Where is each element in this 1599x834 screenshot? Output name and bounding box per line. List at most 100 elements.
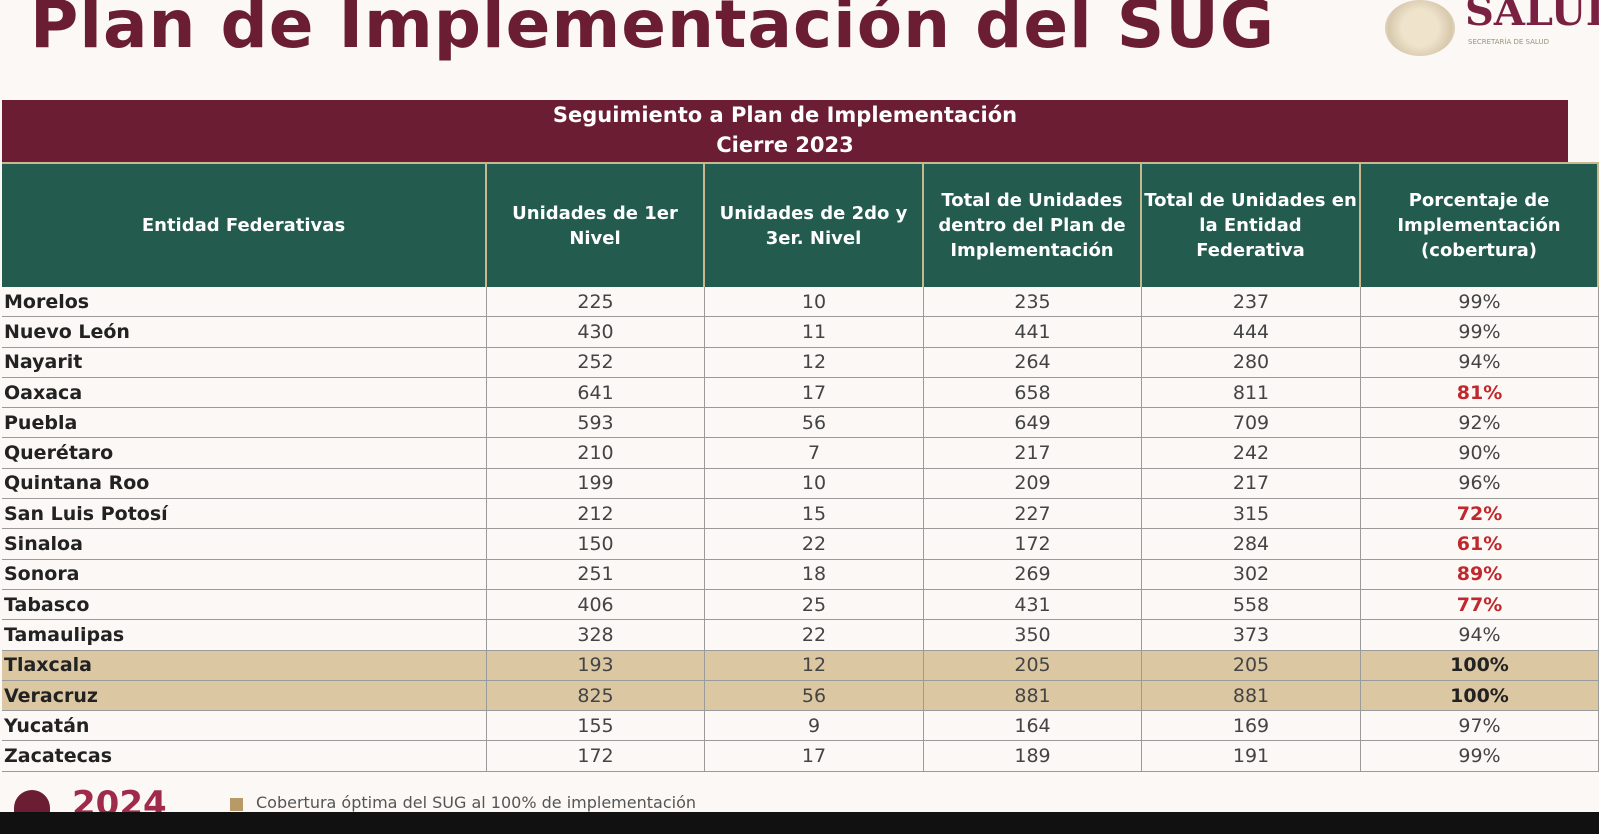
column-header: Unidades de 1er Nivel: [487, 164, 705, 287]
table-row: Nayarit 252 12 264 280 94%: [2, 347, 1599, 378]
brand-logo-text: SALUD: [1465, 0, 1599, 35]
column-header: Total de Unidades dentro del Plan de Imp…: [924, 164, 1142, 287]
table-row: Quintana Roo 199 10 209 217 96%: [2, 468, 1599, 500]
table-cell: 406: [487, 589, 705, 620]
table-cell: 9: [705, 711, 924, 741]
table-cell: 92%: [1361, 408, 1599, 438]
table-cell: 350: [924, 620, 1142, 650]
table-cell: 217: [1142, 468, 1361, 499]
state-name: Querétaro: [2, 438, 487, 468]
table-cell: 56: [705, 680, 924, 711]
table-cell: 94%: [1361, 347, 1599, 377]
banner-subtitle: Cierre 2023: [716, 133, 854, 157]
table-cell: 100%: [1361, 680, 1599, 711]
table-cell: 61%: [1361, 529, 1599, 559]
table-cell: 17: [705, 741, 924, 771]
state-name: Morelos: [2, 287, 487, 317]
table-row: Sinaloa 150 22 172 284 61%: [2, 529, 1599, 560]
state-name: Zacatecas: [2, 741, 487, 771]
page-title: Plan de Implementación del SUG: [30, 0, 1276, 63]
state-name: Quintana Roo: [2, 468, 487, 499]
table-cell: 22: [705, 620, 924, 650]
table-cell: 18: [705, 559, 924, 589]
table-cell: 593: [487, 408, 705, 438]
table-cell: 209: [924, 468, 1142, 499]
table-cell: 11: [705, 317, 924, 347]
table-row: Sonora 251 18 269 302 89%: [2, 559, 1599, 590]
table-cell: 169: [1142, 711, 1361, 741]
table-cell: 641: [487, 377, 705, 408]
table-cell: 431: [924, 589, 1142, 620]
implementation-table: Seguimiento a Plan de Implementación Cie…: [2, 100, 1599, 772]
table-cell: 430: [487, 317, 705, 347]
table-cell: 150: [487, 529, 705, 559]
table-banner: Seguimiento a Plan de Implementación Cie…: [2, 100, 1568, 162]
table-cell: 94%: [1361, 620, 1599, 650]
state-name: Tabasco: [2, 589, 487, 620]
table-row: Tlaxcala 193 12 205 205 100%: [2, 650, 1599, 681]
table-cell: 89%: [1361, 559, 1599, 589]
column-header: Entidad Federativas: [2, 164, 487, 287]
table-cell: 441: [924, 317, 1142, 347]
table-cell: 99%: [1361, 317, 1599, 347]
table-cell: 189: [924, 741, 1142, 771]
table-cell: 235: [924, 287, 1142, 317]
table-cell: 99%: [1361, 287, 1599, 317]
table-cell: 191: [1142, 741, 1361, 771]
table-cell: 237: [1142, 287, 1361, 317]
table-cell: 373: [1142, 620, 1361, 650]
table-cell: 7: [705, 438, 924, 468]
column-header: Porcentaje de Implementación (cobertura): [1361, 164, 1599, 287]
legend-swatch: [230, 798, 243, 811]
table-cell: 172: [487, 741, 705, 771]
table-cell: 709: [1142, 408, 1361, 438]
table-row: San Luis Potosí 212 15 227 315 72%: [2, 499, 1599, 530]
table-cell: 10: [705, 468, 924, 499]
table-row: Morelos 225 10 235 237 99%: [2, 287, 1599, 318]
table-cell: 164: [924, 711, 1142, 741]
table-cell: 155: [487, 711, 705, 741]
table-cell: 12: [705, 347, 924, 377]
state-name: Sonora: [2, 559, 487, 589]
table-cell: 242: [1142, 438, 1361, 468]
table-cell: 269: [924, 559, 1142, 589]
brand-subtitle: SECRETARÍA DE SALUD: [1468, 38, 1549, 46]
table-cell: 825: [487, 680, 705, 711]
table-cell: 210: [487, 438, 705, 468]
table-cell: 10: [705, 287, 924, 317]
table-cell: 649: [924, 408, 1142, 438]
table-row: Oaxaca 641 17 658 811 81%: [2, 377, 1599, 409]
state-name: Nayarit: [2, 347, 487, 377]
table-cell: 658: [924, 377, 1142, 408]
table-row: Querétaro 210 7 217 242 90%: [2, 438, 1599, 469]
table-cell: 227: [924, 499, 1142, 529]
table-cell: 25: [705, 589, 924, 620]
banner-title: Seguimiento a Plan de Implementación: [552, 103, 1018, 127]
table-cell: 81%: [1361, 377, 1599, 408]
table-cell: 72%: [1361, 499, 1599, 529]
table-cell: 12: [705, 650, 924, 680]
table-cell: 97%: [1361, 711, 1599, 741]
table-cell: 199: [487, 468, 705, 499]
table-cell: 881: [924, 680, 1142, 711]
table-cell: 252: [487, 347, 705, 377]
table-cell: 302: [1142, 559, 1361, 589]
table-row: Tamaulipas 328 22 350 373 94%: [2, 620, 1599, 651]
table-cell: 264: [924, 347, 1142, 377]
table-cell: 315: [1142, 499, 1361, 529]
table-row: Puebla 593 56 649 709 92%: [2, 408, 1599, 439]
table-cell: 205: [924, 650, 1142, 680]
state-name: Veracruz: [2, 680, 487, 711]
government-seal-logo: [1385, 0, 1455, 56]
legend-text: Cobertura óptima del SUG al 100% de impl…: [256, 793, 696, 812]
state-name: Tlaxcala: [2, 650, 487, 680]
table-row: Nuevo León 430 11 441 444 99%: [2, 317, 1599, 348]
table-cell: 251: [487, 559, 705, 589]
table-cell: 15: [705, 499, 924, 529]
table-cell: 217: [924, 438, 1142, 468]
state-name: Oaxaca: [2, 377, 487, 408]
table-header: Entidad Federativas Unidades de 1er Nive…: [2, 162, 1599, 287]
table-cell: 225: [487, 287, 705, 317]
table-cell: 881: [1142, 680, 1361, 711]
state-name: San Luis Potosí: [2, 499, 487, 529]
